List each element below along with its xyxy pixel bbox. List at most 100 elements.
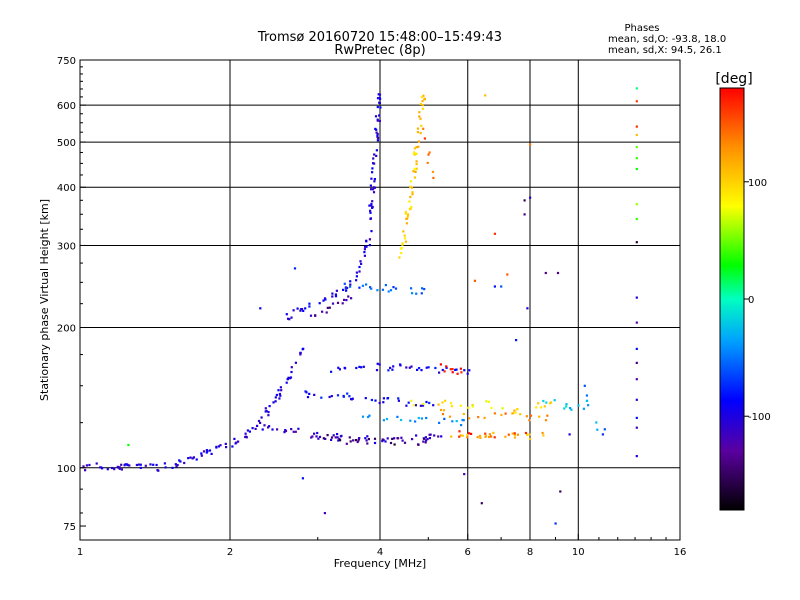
data-point xyxy=(471,405,474,408)
data-point xyxy=(635,455,638,458)
data-point xyxy=(277,389,280,392)
data-point xyxy=(314,314,317,317)
data-point xyxy=(259,307,262,310)
data-point xyxy=(267,414,270,417)
data-point xyxy=(439,408,443,412)
data-point xyxy=(219,444,222,447)
data-point xyxy=(376,362,379,365)
data-point xyxy=(297,427,300,430)
data-point xyxy=(378,101,381,104)
data-point xyxy=(149,463,152,466)
data-point xyxy=(183,461,186,465)
data-point xyxy=(324,298,327,301)
data-point xyxy=(345,442,348,445)
data-point xyxy=(466,436,469,439)
data-point xyxy=(206,450,209,453)
data-point xyxy=(524,431,528,435)
data-point xyxy=(415,160,418,163)
data-point xyxy=(299,309,302,312)
data-point xyxy=(466,372,469,375)
data-point xyxy=(529,196,532,199)
data-point xyxy=(635,378,638,381)
data-point xyxy=(479,436,482,439)
data-point xyxy=(411,292,414,295)
data-point xyxy=(290,428,293,431)
data-point xyxy=(470,432,473,435)
data-point xyxy=(484,435,487,438)
data-point xyxy=(339,439,342,442)
data-point xyxy=(454,368,457,371)
data-point xyxy=(441,401,444,404)
data-point xyxy=(440,435,443,438)
data-point xyxy=(259,421,262,424)
data-point xyxy=(384,440,387,443)
data-point xyxy=(300,308,304,311)
data-point xyxy=(365,245,368,248)
data-point xyxy=(419,117,422,120)
phases-x-mode: mean, sd,X: 94.5, 26.1 xyxy=(608,45,722,56)
data-point xyxy=(371,167,374,170)
data-point xyxy=(410,287,413,290)
data-point xyxy=(389,441,393,445)
data-point xyxy=(585,394,588,397)
data-point xyxy=(286,378,289,381)
data-point xyxy=(365,239,368,242)
data-point xyxy=(376,105,379,109)
data-point xyxy=(164,466,167,469)
data-point xyxy=(370,177,373,180)
data-point xyxy=(126,463,129,466)
data-point xyxy=(155,463,158,467)
data-point xyxy=(535,406,538,409)
data-point xyxy=(415,434,418,437)
data-point xyxy=(120,468,123,471)
data-point xyxy=(373,153,376,156)
data-point xyxy=(407,213,410,216)
data-point xyxy=(473,279,476,282)
data-point xyxy=(418,111,421,114)
data-point xyxy=(424,441,427,444)
data-point xyxy=(334,295,338,298)
data-point xyxy=(516,433,520,436)
colorbar-label: [deg] xyxy=(715,71,752,87)
data-point xyxy=(586,399,589,402)
data-point xyxy=(405,366,408,369)
data-point xyxy=(528,419,531,422)
data-point xyxy=(268,405,271,408)
data-point xyxy=(635,347,638,350)
data-point xyxy=(506,273,509,276)
data-point xyxy=(512,412,515,415)
data-point xyxy=(331,295,334,298)
data-point xyxy=(421,287,424,290)
data-point xyxy=(407,401,410,404)
data-point xyxy=(364,245,367,248)
y-tick-label: 400 xyxy=(57,183,76,194)
data-point xyxy=(357,439,360,442)
data-point xyxy=(418,115,421,118)
data-point xyxy=(635,321,638,324)
data-point xyxy=(500,285,503,288)
data-point xyxy=(493,232,496,235)
data-point xyxy=(420,292,423,295)
data-point xyxy=(529,414,533,417)
data-point xyxy=(361,284,364,287)
data-point xyxy=(377,93,380,96)
data-point xyxy=(360,262,363,265)
data-point xyxy=(376,139,379,142)
data-point xyxy=(410,399,413,402)
data-point xyxy=(370,287,373,290)
data-point xyxy=(369,209,372,212)
data-point xyxy=(374,127,377,130)
data-point xyxy=(391,437,394,440)
data-point xyxy=(378,363,381,366)
data-point xyxy=(427,153,430,156)
data-point xyxy=(421,100,424,103)
data-point xyxy=(493,436,496,439)
data-point xyxy=(404,240,407,243)
data-point xyxy=(343,366,346,369)
data-point xyxy=(276,428,279,431)
data-point xyxy=(378,114,381,117)
data-point xyxy=(263,424,266,427)
data-point xyxy=(635,416,638,419)
data-point xyxy=(417,145,420,148)
data-point xyxy=(200,454,203,457)
